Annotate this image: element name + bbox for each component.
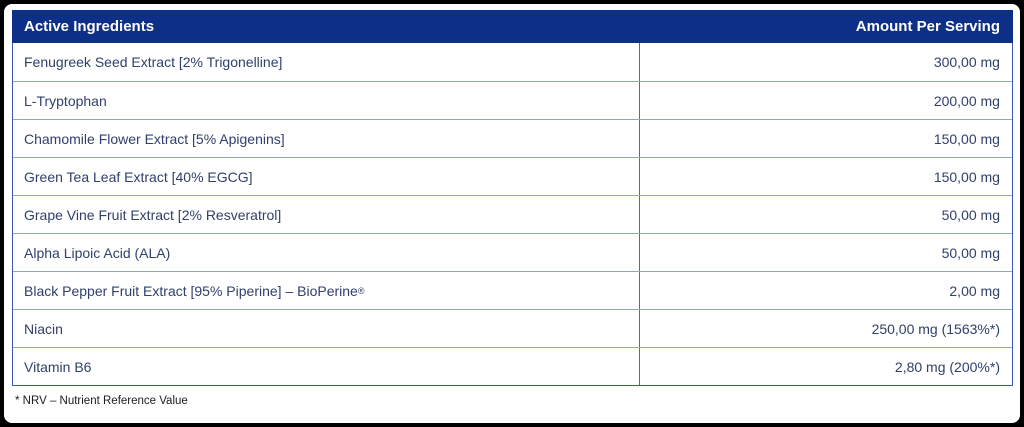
- table-row: Black Pepper Fruit Extract [95% Piperine…: [13, 271, 1012, 309]
- column-header-active-ingredients: Active Ingredients: [24, 18, 155, 35]
- ingredients-table: Fenugreek Seed Extract [2% Trigonelline]…: [12, 43, 1013, 386]
- ingredient-cell: Alpha Lipoic Acid (ALA): [13, 234, 641, 271]
- ingredient-cell: Fenugreek Seed Extract [2% Trigonelline]: [13, 43, 641, 81]
- ingredient-name: Chamomile Flower Extract [5% Apigenins]: [24, 130, 285, 147]
- ingredient-name: Alpha Lipoic Acid (ALA): [24, 244, 171, 261]
- table-header-bar: Active Ingredients Amount Per Serving: [12, 10, 1013, 43]
- ingredient-name: Grape Vine Fruit Extract [2% Resveratrol…: [24, 206, 282, 223]
- table-row: L-Tryptophan 200,00 mg: [13, 81, 1012, 119]
- amount-cell: 150,00 mg: [933, 168, 1000, 185]
- ingredient-name: L-Tryptophan: [24, 92, 107, 109]
- amount-cell: 250,00 mg (1563%*): [871, 320, 1000, 337]
- amount-cell: 50,00 mg: [941, 244, 1000, 261]
- amount-cell: 2,80 mg (200%*): [894, 358, 1000, 375]
- table-row: Alpha Lipoic Acid (ALA) 50,00 mg: [13, 233, 1012, 271]
- ingredient-cell: Green Tea Leaf Extract [40% EGCG]: [13, 158, 641, 195]
- ingredient-cell: Black Pepper Fruit Extract [95% Piperine…: [13, 272, 641, 309]
- ingredient-cell: L-Tryptophan: [13, 82, 641, 119]
- column-header-amount-per-serving: Amount Per Serving: [855, 18, 1000, 35]
- table-row: Niacin 250,00 mg (1563%*): [13, 309, 1012, 347]
- ingredient-name: Green Tea Leaf Extract [40% EGCG]: [24, 168, 253, 185]
- amount-cell: 2,00 mg: [949, 282, 1000, 299]
- amount-cell: 300,00 mg: [933, 54, 1000, 70]
- table-row: Vitamin B6 2,80 mg (200%*): [13, 347, 1012, 385]
- amount-cell: 150,00 mg: [933, 130, 1000, 147]
- ingredient-cell: Vitamin B6: [13, 348, 641, 385]
- ingredient-cell: Niacin: [13, 310, 641, 347]
- ingredient-name: Black Pepper Fruit Extract [95% Piperine…: [24, 282, 358, 299]
- ingredient-cell: Grape Vine Fruit Extract [2% Resveratrol…: [13, 196, 641, 233]
- nrv-footnote: * NRV – Nutrient Reference Value: [15, 395, 188, 407]
- ingredient-name: Niacin: [24, 320, 63, 337]
- table-row: Chamomile Flower Extract [5% Apigenins] …: [13, 119, 1012, 157]
- amount-cell: 50,00 mg: [941, 206, 1000, 223]
- ingredient-cell: Chamomile Flower Extract [5% Apigenins]: [13, 120, 641, 157]
- table-row: Grape Vine Fruit Extract [2% Resveratrol…: [13, 195, 1012, 233]
- table-row: Green Tea Leaf Extract [40% EGCG] 150,00…: [13, 157, 1012, 195]
- ingredient-name: Vitamin B6: [24, 358, 92, 375]
- ingredient-name: Fenugreek Seed Extract [2% Trigonelline]: [24, 54, 283, 70]
- table-row: Fenugreek Seed Extract [2% Trigonelline]…: [13, 43, 1012, 81]
- amount-cell: 200,00 mg: [933, 92, 1000, 109]
